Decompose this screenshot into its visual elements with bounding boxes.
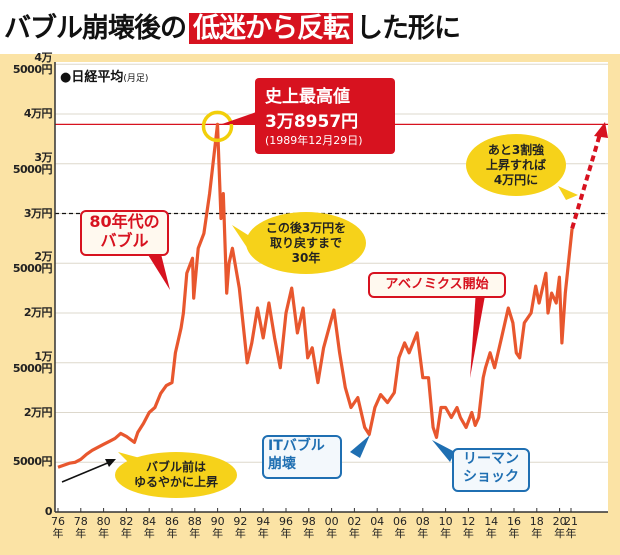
y-tick-label: 4万 5000円 [12, 51, 53, 77]
x-tick-label: 10 年 [438, 515, 453, 540]
target-pointer [558, 186, 578, 200]
x-tick-label: 06 年 [393, 515, 407, 540]
chart-subtitle: (月足) [123, 74, 149, 84]
chart-title-text: ●日経平均 [60, 70, 124, 85]
x-tick-label: 20 年 [552, 515, 567, 540]
x-tick-label: 92 年 [233, 515, 248, 540]
y-tick-label: 4万円 [23, 107, 53, 120]
x-tick-label: 78 年 [73, 515, 88, 540]
trend-arrow-head [105, 459, 116, 467]
x-tick-label: 02 年 [347, 515, 362, 540]
x-tick-label: 98 年 [301, 515, 316, 540]
callout-line: バブル [100, 231, 149, 250]
prebubble-callout: バブル前は ゆるやかに上昇 [115, 452, 237, 498]
y-tick-label: 3万 5000円 [12, 150, 53, 176]
callout-line: ゆるやかに上昇 [133, 475, 218, 489]
y-tick-label: 2万円 [23, 306, 53, 319]
trend-arrow [61, 461, 111, 483]
x-tick-label: 16 年 [507, 515, 521, 540]
y-tick-label: 5000円 [12, 455, 53, 469]
y-tick-label: 2万 5000円 [12, 250, 53, 276]
callout-line: この後3万円を [265, 220, 347, 235]
x-tick-label: 86 年 [165, 515, 179, 540]
abe-pointer [470, 290, 486, 378]
callout-line: 80年代の [89, 212, 160, 231]
x-tick-label: 08 年 [415, 515, 430, 540]
bubble-80s-callout: 80年代の バブル [80, 210, 169, 256]
callout-line: 30年 [291, 250, 321, 265]
x-tick-label: 14 年 [484, 515, 499, 540]
callout-line: リーマン [463, 451, 519, 467]
callout-line: アベノミクス開始 [385, 277, 489, 292]
callout-line: 崩壊 [268, 456, 296, 472]
x-tick-label: 00 年 [324, 515, 339, 540]
y-tick-label: 0 [44, 505, 53, 518]
projection-arrow-head [594, 122, 608, 138]
callout-line: 4万円に [493, 172, 539, 187]
headline-part: バブル崩壊後の [4, 13, 187, 44]
x-tick-label: 88 年 [187, 515, 202, 540]
peak-label: 史上最高値 [265, 87, 350, 107]
abenomics-callout: アベノミクス開始 [368, 272, 506, 298]
peak-pointer [222, 110, 262, 124]
callout-line: あと3割強 [487, 142, 545, 157]
lehman-pointer [432, 440, 455, 462]
x-tick-label: 12 年 [461, 515, 476, 540]
x-tick-label: 21 年 [564, 515, 578, 540]
peak-value: 3万8957円 [265, 112, 359, 132]
peak-callout: 史上最高値 3万8957円 (1989年12月29日) [255, 78, 395, 154]
peak-date: (1989年12月29日) [265, 134, 363, 147]
x-tick-label: 76 年 [51, 515, 65, 540]
x-tick-label: 96 年 [279, 515, 293, 540]
projection-arrow [570, 133, 602, 229]
bubble-pointer [145, 250, 170, 290]
peak-highlight-circle [201, 110, 234, 143]
x-tick-label: 18 年 [529, 515, 544, 540]
recover-callout: この後3万円を 取り戻すまで 30年 [246, 212, 366, 274]
callout-line: バブル前は [145, 460, 206, 474]
nikkei-series-line [57, 122, 574, 469]
lehman-callout: リーマン ショック [452, 448, 530, 492]
callout-line: 取り戻すまで [269, 235, 342, 250]
x-tick-label: 04 年 [370, 515, 385, 540]
target-callout: あと3割強 上昇すれば 4万円に [466, 134, 566, 196]
callout-line: ITバブル [268, 438, 325, 454]
x-tick-label: 90 年 [210, 515, 225, 540]
y-tick-label: 2万円 [23, 405, 53, 419]
headline-highlight: 低迷から反転 [189, 13, 353, 44]
headline: バブル崩壊後の 低迷から反転 した形に [4, 6, 461, 45]
headline-part: した形に [356, 13, 461, 44]
callout-line: ショック [463, 469, 519, 485]
it-pointer [350, 435, 370, 458]
y-tick-label: 3万円 [23, 206, 53, 220]
x-tick-label: 94 年 [256, 515, 271, 540]
y-tick-label: 1万 5000円 [12, 349, 53, 375]
x-tick-label: 84 年 [142, 515, 157, 540]
chart-title: ●日経平均(月足) [60, 66, 148, 85]
callout-line: 上昇すれば [485, 157, 546, 172]
x-tick-label: 82 年 [119, 515, 134, 540]
it-bubble-callout: ITバブル 崩壊 [262, 435, 342, 479]
x-tick-label: 80 年 [96, 515, 111, 540]
